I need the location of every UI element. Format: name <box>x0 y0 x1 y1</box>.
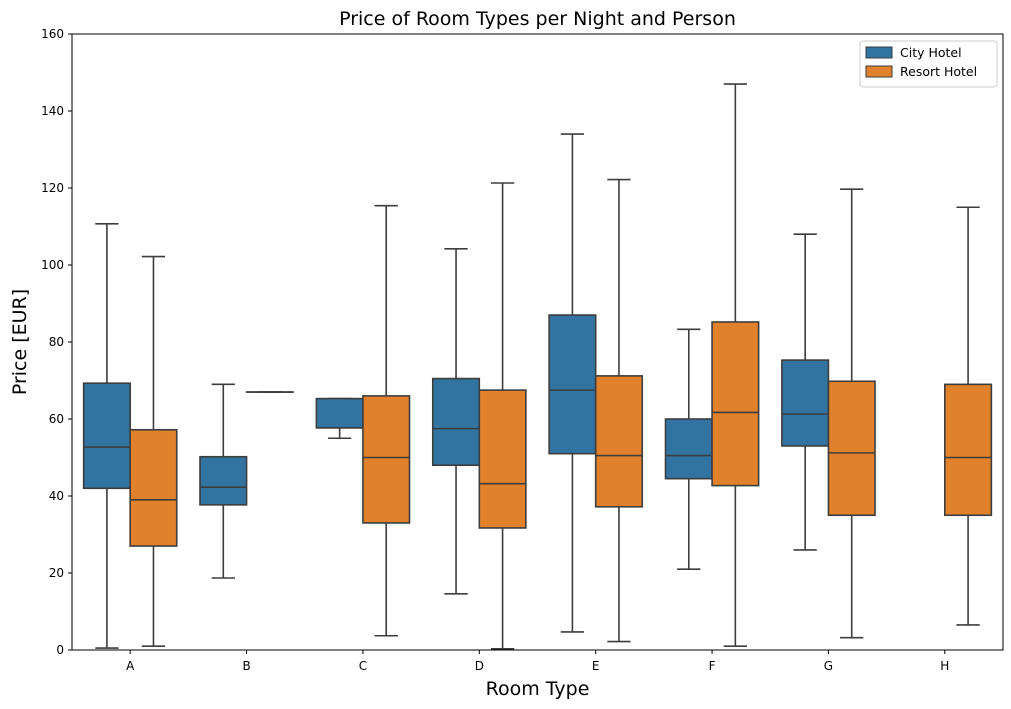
box-resort-hotel-e <box>594 178 644 643</box>
box-iqr <box>478 389 527 529</box>
box-iqr <box>711 321 760 487</box>
y-axis-label: Price [EUR] <box>9 289 31 395</box>
y-tick-label: 60 <box>49 412 64 426</box>
box-iqr <box>594 375 644 508</box>
legend-frame <box>859 40 998 88</box>
x-tick-label: G <box>824 659 833 673</box>
legend: City Hotel Resort Hotel <box>859 40 998 88</box>
plot-area <box>82 83 993 650</box>
box-iqr <box>431 377 481 467</box>
y-tick-label: 160 <box>41 27 64 41</box>
box-iqr <box>548 314 597 455</box>
box-resort-hotel-d <box>478 182 527 650</box>
box-iqr <box>944 383 993 517</box>
x-tick-label: F <box>709 659 716 673</box>
x-axis: A B C D E F G H <box>126 650 949 673</box>
x-tick-label: E <box>592 659 600 673</box>
y-tick-label: 20 <box>49 566 64 580</box>
x-tick-label: D <box>475 659 484 673</box>
box-city-hotel-b <box>199 383 248 579</box>
plot-frame <box>71 33 1004 651</box>
y-axis: 0 20 40 60 80 100 120 140 160 <box>41 27 72 657</box>
box-resort-hotel-g <box>827 188 876 639</box>
legend-label-city-hotel: City Hotel <box>900 45 962 60</box>
y-tick-label: 80 <box>49 335 64 349</box>
box-iqr <box>781 359 830 447</box>
box-resort-hotel-h <box>944 206 993 626</box>
box-iqr <box>315 397 364 429</box>
y-tick-label: 40 <box>49 489 64 503</box>
y-tick-label: 100 <box>41 258 64 272</box>
x-tick-label: B <box>242 659 250 673</box>
box-resort-hotel-c <box>362 204 411 637</box>
y-tick-label: 120 <box>41 181 64 195</box>
box-city-hotel-g <box>781 233 830 551</box>
x-tick-label: H <box>940 659 949 673</box>
legend-swatch-resort-hotel <box>865 65 893 78</box>
box-resort-hotel-a <box>129 255 178 647</box>
box-resort-hotel-f <box>711 83 760 647</box>
box-city-hotel-c <box>315 397 364 440</box>
box-city-hotel-e <box>548 133 597 633</box>
box-city-hotel-a <box>82 223 131 649</box>
box-iqr <box>664 418 713 480</box>
chart-title: Price of Room Types per Night and Person <box>339 8 736 30</box>
legend-swatch-city-hotel <box>865 46 893 59</box>
box-iqr <box>199 455 248 506</box>
y-tick-label: 140 <box>41 104 64 118</box>
box-iqr <box>129 428 178 547</box>
x-tick-label: A <box>126 659 135 673</box>
y-tick-label: 0 <box>56 643 64 657</box>
box-iqr <box>827 380 876 517</box>
box-city-hotel-d <box>431 248 481 595</box>
x-tick-label: C <box>359 659 367 673</box>
box-city-hotel-f <box>664 328 713 570</box>
box-iqr <box>362 395 411 524</box>
legend-label-resort-hotel: Resort Hotel <box>900 64 977 79</box>
box-iqr <box>82 382 131 490</box>
x-axis-label: Room Type <box>486 678 590 700</box>
